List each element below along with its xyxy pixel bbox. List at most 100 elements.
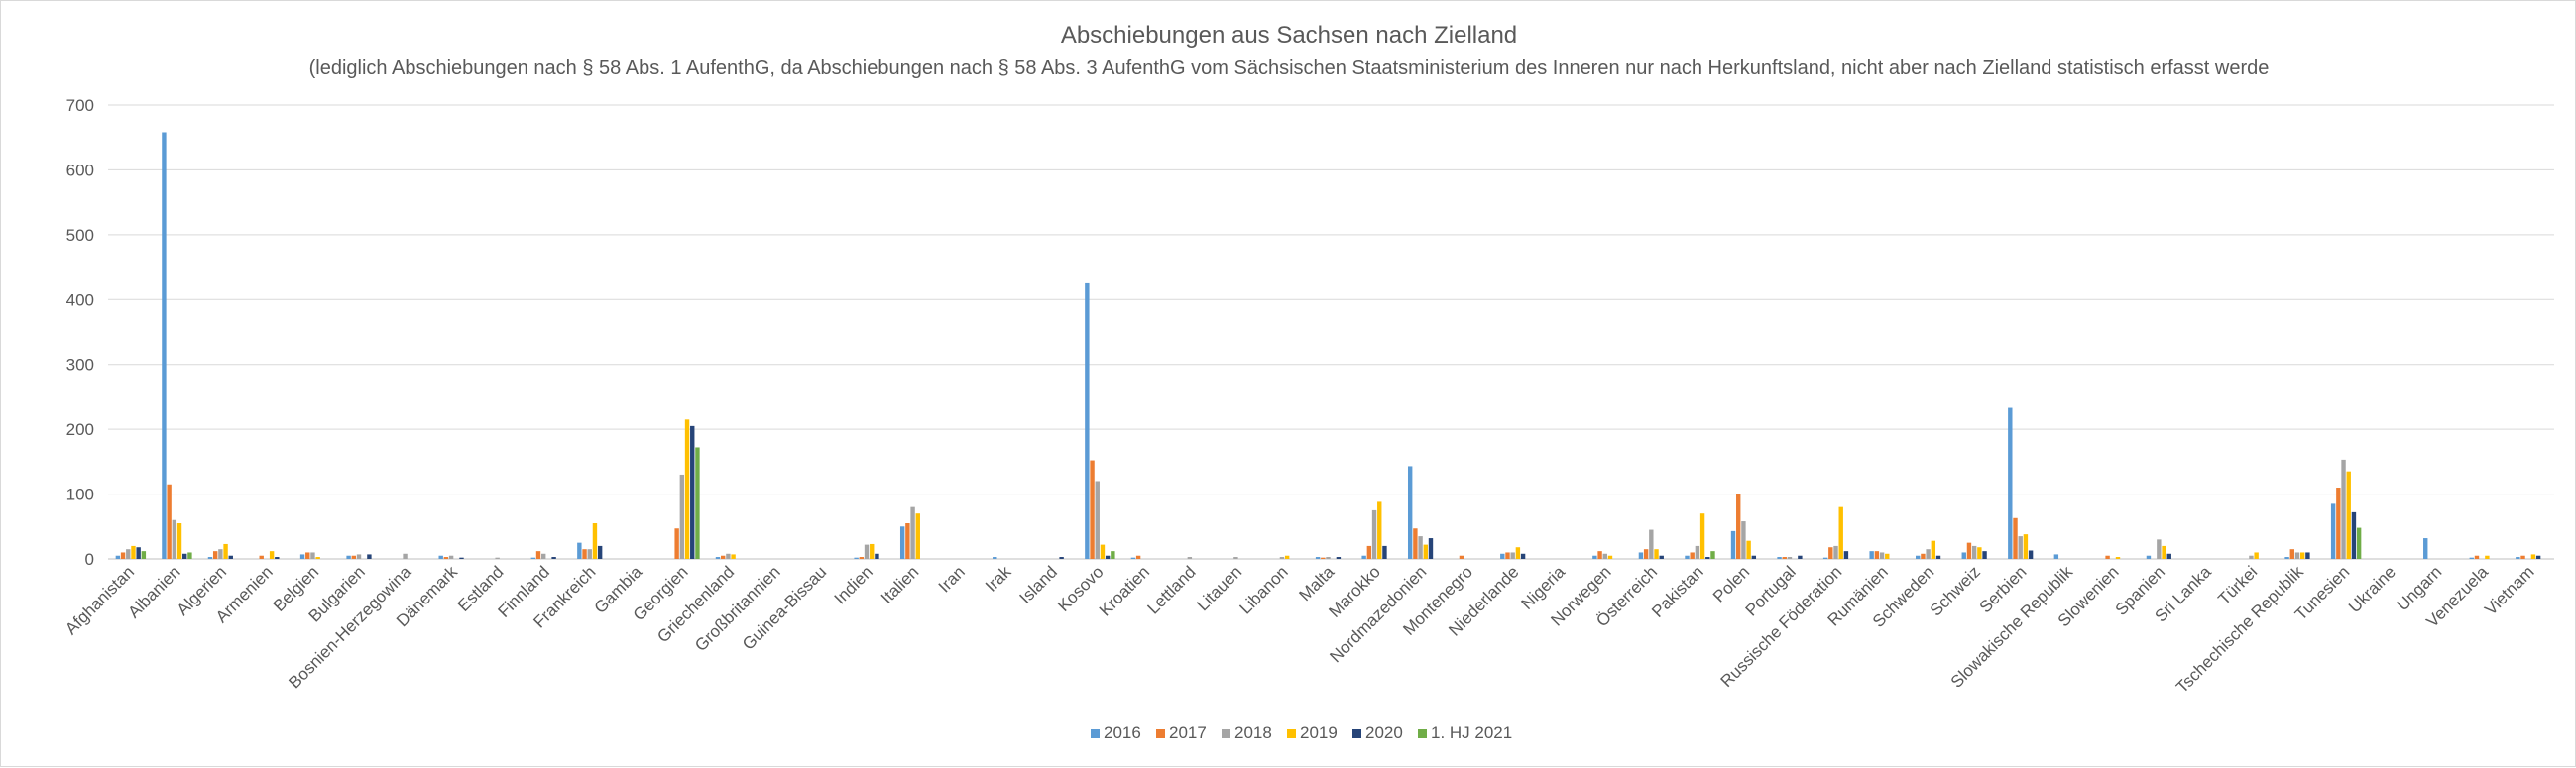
bar [182, 553, 187, 559]
bar [1090, 460, 1095, 559]
bar [1654, 549, 1659, 559]
x-tick-label: Ukraine [2345, 562, 2400, 616]
bar [1602, 553, 1607, 559]
bar [720, 555, 726, 559]
bar [1751, 555, 1757, 559]
bar [136, 547, 141, 559]
legend-label: 1. HJ 2021 [1431, 723, 1512, 742]
bar [162, 132, 167, 560]
bar [870, 543, 875, 559]
x-tick-label: Italien [878, 562, 923, 607]
bar [1095, 481, 1100, 559]
bar [1361, 555, 1366, 559]
bar [2254, 552, 2259, 559]
bar [535, 551, 541, 559]
x-tick-label: Polen [1709, 562, 1753, 605]
bar [1279, 557, 1285, 559]
bar [2330, 503, 2336, 559]
bar [1961, 552, 1966, 559]
x-tick-label: Indien [831, 562, 877, 607]
bar [495, 557, 500, 559]
bar [854, 557, 859, 559]
bar [1649, 529, 1654, 559]
bar [187, 552, 192, 559]
bar [1885, 553, 1890, 559]
bar [2053, 554, 2059, 559]
bar [1423, 544, 1428, 559]
bar [1085, 282, 1090, 559]
bar [1935, 555, 1941, 559]
bar [1428, 538, 1434, 559]
bar [2166, 553, 2171, 559]
bar [2474, 555, 2480, 559]
bar [674, 528, 679, 559]
y-tick-label: 0 [85, 550, 94, 569]
bar [1500, 553, 1505, 559]
y-tick-label: 700 [66, 96, 94, 115]
bar [2249, 555, 2254, 559]
bar [592, 523, 598, 559]
bar [731, 554, 736, 559]
y-tick-label: 600 [66, 161, 94, 179]
bar [597, 545, 603, 559]
y-tick-label: 200 [66, 420, 94, 439]
bar [530, 557, 535, 559]
bar [1822, 557, 1828, 559]
x-axis-ticks: AfghanistanAlbanienAlgerienArmenienBelgi… [61, 562, 2537, 697]
bar [1382, 545, 1387, 559]
bar [1874, 551, 1880, 559]
bar [443, 557, 449, 559]
x-tick-label: Lettland [1143, 562, 1199, 617]
bar [310, 552, 315, 559]
bar [275, 557, 280, 559]
bar [1592, 555, 1597, 559]
bar [2469, 557, 2474, 559]
bar [1931, 540, 1936, 559]
bar [1690, 552, 1695, 559]
bar [1705, 557, 1710, 559]
x-tick-label: Afghanistan [61, 562, 138, 638]
legend-swatch [1287, 729, 1296, 738]
bar [351, 555, 357, 559]
bar [459, 557, 464, 559]
bar [1966, 542, 1972, 559]
bar [315, 557, 320, 559]
legend-label: 2020 [1365, 723, 1403, 742]
bar [1869, 551, 1874, 559]
bar [864, 544, 870, 559]
bar [1371, 509, 1377, 559]
bar [2115, 557, 2121, 559]
bar [695, 447, 700, 559]
bar [2516, 557, 2520, 559]
bar [1059, 557, 1064, 559]
bar [223, 543, 228, 559]
bar [1787, 557, 1793, 559]
bar [1377, 501, 1382, 559]
legend-swatch [1418, 729, 1427, 738]
bar [1730, 530, 1736, 559]
bar [2157, 539, 2162, 559]
bar [356, 554, 362, 559]
bar [1638, 552, 1644, 559]
x-tick-label: Guinea-Bissau [739, 562, 830, 653]
bar [1413, 528, 1418, 559]
bar [1315, 557, 1321, 559]
bar [2284, 557, 2289, 559]
bar [2023, 534, 2029, 559]
chart-title: Abschiebungen aus Sachsen nach Zielland [1061, 22, 1517, 49]
bar [167, 484, 172, 559]
bar [269, 551, 275, 559]
bars [115, 132, 2541, 560]
bar [367, 554, 372, 559]
bar [1977, 547, 1982, 559]
y-axis-ticks: 0 100 200 300 400 500 600 700 [66, 96, 94, 569]
bar [1746, 540, 1751, 559]
legend-swatch [1156, 729, 1165, 738]
legend-swatch [1091, 729, 1100, 738]
bar [1695, 545, 1700, 559]
bar [131, 545, 136, 559]
bar [1321, 557, 1326, 559]
bar [690, 425, 695, 559]
legend-swatch [1352, 729, 1361, 738]
